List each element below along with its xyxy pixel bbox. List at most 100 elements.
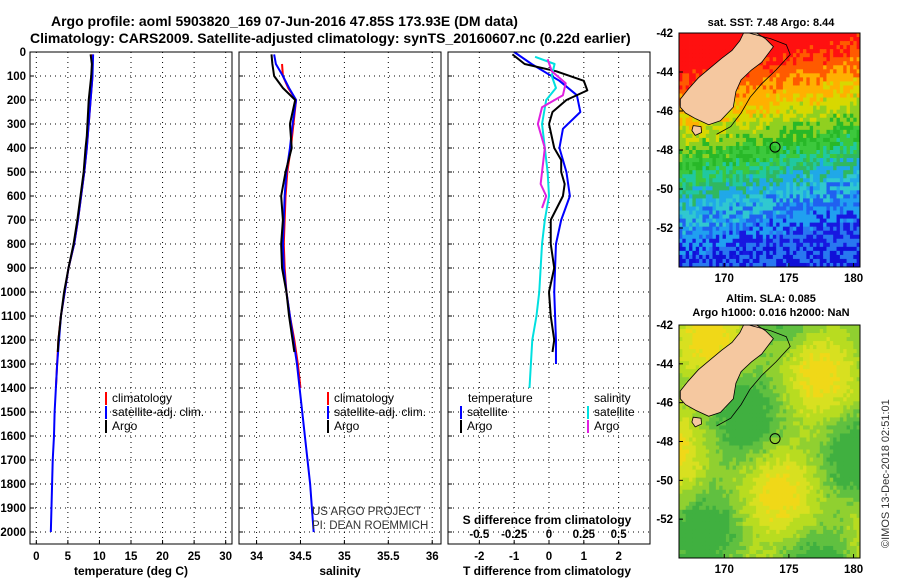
map-cell <box>806 206 811 211</box>
map-cell <box>809 133 814 139</box>
map-cell <box>856 170 861 175</box>
map-cell <box>729 141 734 147</box>
map-cell <box>695 49 700 54</box>
map-cell <box>746 238 750 244</box>
map-cell <box>742 537 747 543</box>
map-cell <box>833 145 837 151</box>
map-cell <box>846 238 851 244</box>
map-cell <box>846 85 851 90</box>
map-cell <box>829 226 834 232</box>
map-cell <box>792 109 797 115</box>
map-cell <box>789 186 794 191</box>
map-cell <box>679 377 683 382</box>
map-cell <box>759 449 764 454</box>
map-cell <box>692 242 697 248</box>
map-cell <box>759 353 764 358</box>
map-cell <box>709 182 713 187</box>
map-cell <box>679 162 683 167</box>
map-cell <box>729 329 734 334</box>
map-cell <box>856 254 861 260</box>
map-cell <box>766 361 770 366</box>
map-cell <box>679 125 683 131</box>
map-cell <box>715 198 720 203</box>
map-cell <box>809 33 814 38</box>
map-cell <box>829 178 834 183</box>
map-cell <box>756 437 760 442</box>
map-cell <box>742 226 747 232</box>
map-cell <box>715 345 720 350</box>
map-cell <box>749 381 754 386</box>
map-cell <box>809 57 814 62</box>
map-cell <box>766 553 770 559</box>
map-cell <box>853 141 858 147</box>
map-cell <box>702 262 707 268</box>
map-cell <box>789 194 794 199</box>
map-cell <box>739 429 744 434</box>
map-cell <box>836 109 841 115</box>
map-cell <box>776 33 780 38</box>
map-cell <box>766 170 770 175</box>
x-tick-label: 20 <box>156 551 169 563</box>
map-cell <box>829 97 834 102</box>
map-cell <box>702 429 707 434</box>
map-cell <box>819 45 824 50</box>
map-cell <box>735 97 740 102</box>
map-cell <box>772 129 777 135</box>
map-cell <box>749 401 754 406</box>
map-cell <box>849 133 854 139</box>
map-cell <box>806 226 811 232</box>
map-cell <box>806 242 811 248</box>
map-cell <box>712 238 717 244</box>
map-cell <box>712 33 717 38</box>
sla-map-cells <box>679 325 861 559</box>
map-cell <box>766 445 770 450</box>
map-cell <box>725 553 730 559</box>
map-cell <box>856 65 861 70</box>
map-cell <box>682 473 687 479</box>
map-cell <box>682 162 687 167</box>
map-cell <box>776 258 780 264</box>
map-cell <box>833 202 837 207</box>
map-cell <box>746 469 750 475</box>
map-cell <box>715 333 720 338</box>
map-cell <box>759 469 764 475</box>
map-cell <box>766 345 770 350</box>
map-cell <box>702 45 707 50</box>
map-cell <box>766 409 770 414</box>
map-cell <box>715 258 720 264</box>
map-cell <box>742 198 747 203</box>
map-cell <box>836 53 841 58</box>
map-cell <box>833 206 837 211</box>
map-cell <box>739 121 744 127</box>
map-cell <box>823 49 827 54</box>
map-cell <box>722 234 727 240</box>
map-cell <box>699 246 703 252</box>
map-cell <box>749 190 754 195</box>
map-cell <box>679 497 683 503</box>
map-cell <box>712 170 717 175</box>
map-cell <box>682 137 687 143</box>
map-cell <box>779 158 784 163</box>
map-cell <box>823 230 827 236</box>
map-cell <box>729 481 734 487</box>
map-cell <box>833 117 837 123</box>
map-cell <box>772 158 777 163</box>
map-cell <box>679 533 683 539</box>
map-cell <box>846 129 851 135</box>
map-cell <box>756 170 760 175</box>
map-cell <box>729 178 734 183</box>
map-cell <box>749 425 754 430</box>
map-cell <box>833 210 837 215</box>
map-cell <box>719 437 723 442</box>
map-cell <box>692 525 697 531</box>
map-cell <box>826 89 831 94</box>
map-cell <box>735 117 740 123</box>
map-cell <box>689 517 693 523</box>
map-cell <box>756 198 760 203</box>
map-cell <box>735 425 740 430</box>
map-cell <box>682 513 687 519</box>
map-cell <box>782 186 787 191</box>
s-diff-tick-labels: -0.5 -0.25 0 0.25 0.5 <box>469 529 627 541</box>
map-cell <box>846 133 851 139</box>
map-cell <box>702 69 707 74</box>
